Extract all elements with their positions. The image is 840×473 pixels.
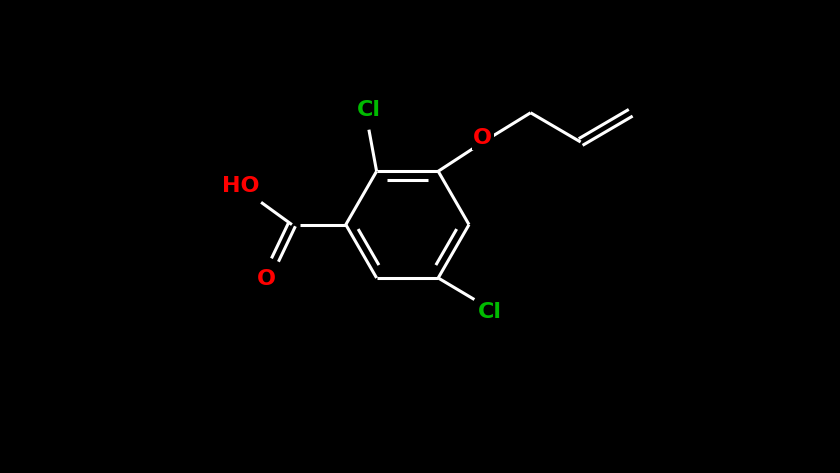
Text: Cl: Cl xyxy=(357,100,381,121)
Text: O: O xyxy=(474,128,492,148)
Text: O: O xyxy=(257,269,276,289)
Text: Cl: Cl xyxy=(478,302,501,322)
Text: HO: HO xyxy=(223,176,260,196)
